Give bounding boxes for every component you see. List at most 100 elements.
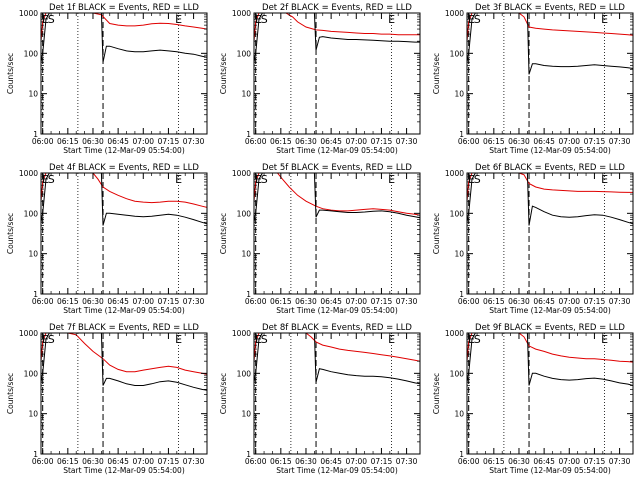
detector-panel-3: Det 3f BLACK = Events, RED = LLD 1 10 100 10… [432, 3, 634, 155]
segment-marker-label: S [261, 173, 268, 186]
y-axis-label: Counts/sec [6, 373, 15, 414]
x-tick-label: 06:30 [82, 457, 104, 466]
panel-title: Det 2f BLACK = Events, RED = LLD [262, 3, 412, 13]
y-tick-label: 10 [241, 250, 251, 259]
events-series-line [254, 13, 420, 63]
y-tick-label: 10 [241, 410, 251, 419]
segment-marker-label: S [474, 173, 481, 186]
y-axis-label: Counts/sec [6, 213, 15, 254]
segment-marker-label: S [48, 173, 55, 186]
segment-marker-label: S [474, 13, 481, 26]
plot-frame [466, 332, 634, 455]
segment-marker-label: E [175, 13, 182, 26]
plot-frame [40, 332, 208, 455]
panel-title: Det 5f BLACK = Events, RED = LLD [262, 163, 412, 173]
x-tick-label: 06:45 [320, 297, 342, 306]
y-axis-label: Counts/sec [219, 213, 228, 254]
segment-marker-label: E [388, 173, 395, 186]
x-axis-label: Start Time (12-Mar-09 05:54:00) [276, 146, 398, 155]
detector-panel-7: Det 7f BLACK = Events, RED = LLD 1 10 100 10… [6, 323, 208, 475]
x-tick-label: 06:15 [483, 297, 505, 306]
panel-title: Det 7f BLACK = Events, RED = LLD [49, 323, 199, 333]
y-tick-label: 1000 [19, 169, 38, 178]
x-tick-label: 06:00 [32, 457, 54, 466]
x-tick-label: 07:30 [609, 457, 631, 466]
lld-series-line [254, 173, 420, 216]
lld-series-line [467, 333, 633, 363]
x-axis-label: Start Time (12-Mar-09 05:54:00) [276, 306, 398, 315]
x-tick-label: 06:15 [483, 457, 505, 466]
lld-series-line [467, 13, 633, 42]
x-tick-label: 06:15 [57, 297, 79, 306]
y-tick-label: 10 [28, 90, 38, 99]
x-tick-label: 06:30 [295, 137, 317, 146]
events-series-line [41, 13, 207, 63]
x-tick-label: 06:45 [107, 297, 129, 306]
plot-frame [40, 12, 208, 135]
segment-marker-label: E [42, 13, 49, 26]
x-tick-label: 06:45 [107, 137, 129, 146]
panel-title: Det 9f BLACK = Events, RED = LLD [475, 323, 625, 333]
y-axis-label: Counts/sec [432, 53, 441, 94]
x-tick-label: 06:45 [533, 137, 555, 146]
plot-frame [466, 12, 634, 135]
y-tick-label: 10 [454, 90, 464, 99]
x-tick-label: 07:15 [158, 137, 180, 146]
x-tick-label: 06:00 [245, 457, 267, 466]
y-tick-label: 1 [246, 450, 251, 459]
y-axis-label: Counts/sec [6, 53, 15, 94]
plot-frame [466, 172, 634, 295]
x-tick-label: 07:15 [584, 297, 606, 306]
plot-frame [253, 332, 421, 455]
x-tick-label: 07:00 [558, 457, 580, 466]
lld-series-line [41, 173, 207, 208]
y-tick-label: 10 [28, 410, 38, 419]
y-tick-label: 100 [450, 209, 465, 218]
x-axis-label: Start Time (12-Mar-09 05:54:00) [63, 146, 185, 155]
y-tick-label: 1000 [19, 329, 38, 338]
segment-marker-label: E [468, 13, 475, 26]
y-tick-label: 10 [241, 90, 251, 99]
segment-marker-label: E [388, 333, 395, 346]
x-tick-label: 07:00 [558, 137, 580, 146]
x-tick-label: 07:30 [396, 137, 418, 146]
y-tick-label: 1000 [232, 9, 251, 18]
y-tick-label: 1000 [232, 169, 251, 178]
x-tick-label: 06:30 [82, 137, 104, 146]
segment-marker-label: E [601, 13, 608, 26]
events-series-line [254, 173, 420, 223]
panel-title: Det 6f BLACK = Events, RED = LLD [475, 163, 625, 173]
x-tick-label: 06:15 [270, 137, 292, 146]
x-tick-label: 06:45 [533, 457, 555, 466]
x-tick-label: 07:30 [609, 137, 631, 146]
x-tick-label: 06:00 [458, 137, 480, 146]
panel-title: Det 1f BLACK = Events, RED = LLD [49, 3, 199, 13]
x-tick-label: 07:00 [132, 297, 154, 306]
x-tick-label: 06:45 [320, 137, 342, 146]
plot-frame [253, 12, 421, 135]
detector-panel-6: Det 6f BLACK = Events, RED = LLD 1 10 100 10… [432, 163, 634, 315]
x-axis-label: Start Time (12-Mar-09 05:54:00) [63, 306, 185, 315]
x-tick-label: 06:15 [270, 457, 292, 466]
x-tick-label: 07:30 [396, 297, 418, 306]
x-tick-label: 06:15 [57, 137, 79, 146]
detector-panel-9: Det 9f BLACK = Events, RED = LLD 1 10 100 10… [432, 323, 634, 475]
events-series-line [467, 13, 633, 75]
segment-marker-label: S [48, 333, 55, 346]
panel-title: Det 3f BLACK = Events, RED = LLD [475, 3, 625, 13]
lld-series-line [41, 13, 207, 42]
x-axis-label: Start Time (12-Mar-09 05:54:00) [489, 146, 611, 155]
y-tick-label: 100 [237, 209, 252, 218]
x-tick-label: 06:45 [533, 297, 555, 306]
x-tick-label: 06:15 [483, 137, 505, 146]
x-tick-label: 07:30 [183, 297, 205, 306]
x-tick-label: 07:30 [183, 137, 205, 146]
lld-series-line [41, 333, 207, 375]
y-tick-label: 100 [450, 49, 465, 58]
x-tick-label: 07:15 [371, 297, 393, 306]
detector-panel-1: Det 1f BLACK = Events, RED = LLD 1 10 100 10… [6, 3, 208, 155]
y-tick-label: 1000 [232, 329, 251, 338]
events-series-line [467, 333, 633, 386]
y-tick-label: 1000 [19, 9, 38, 18]
